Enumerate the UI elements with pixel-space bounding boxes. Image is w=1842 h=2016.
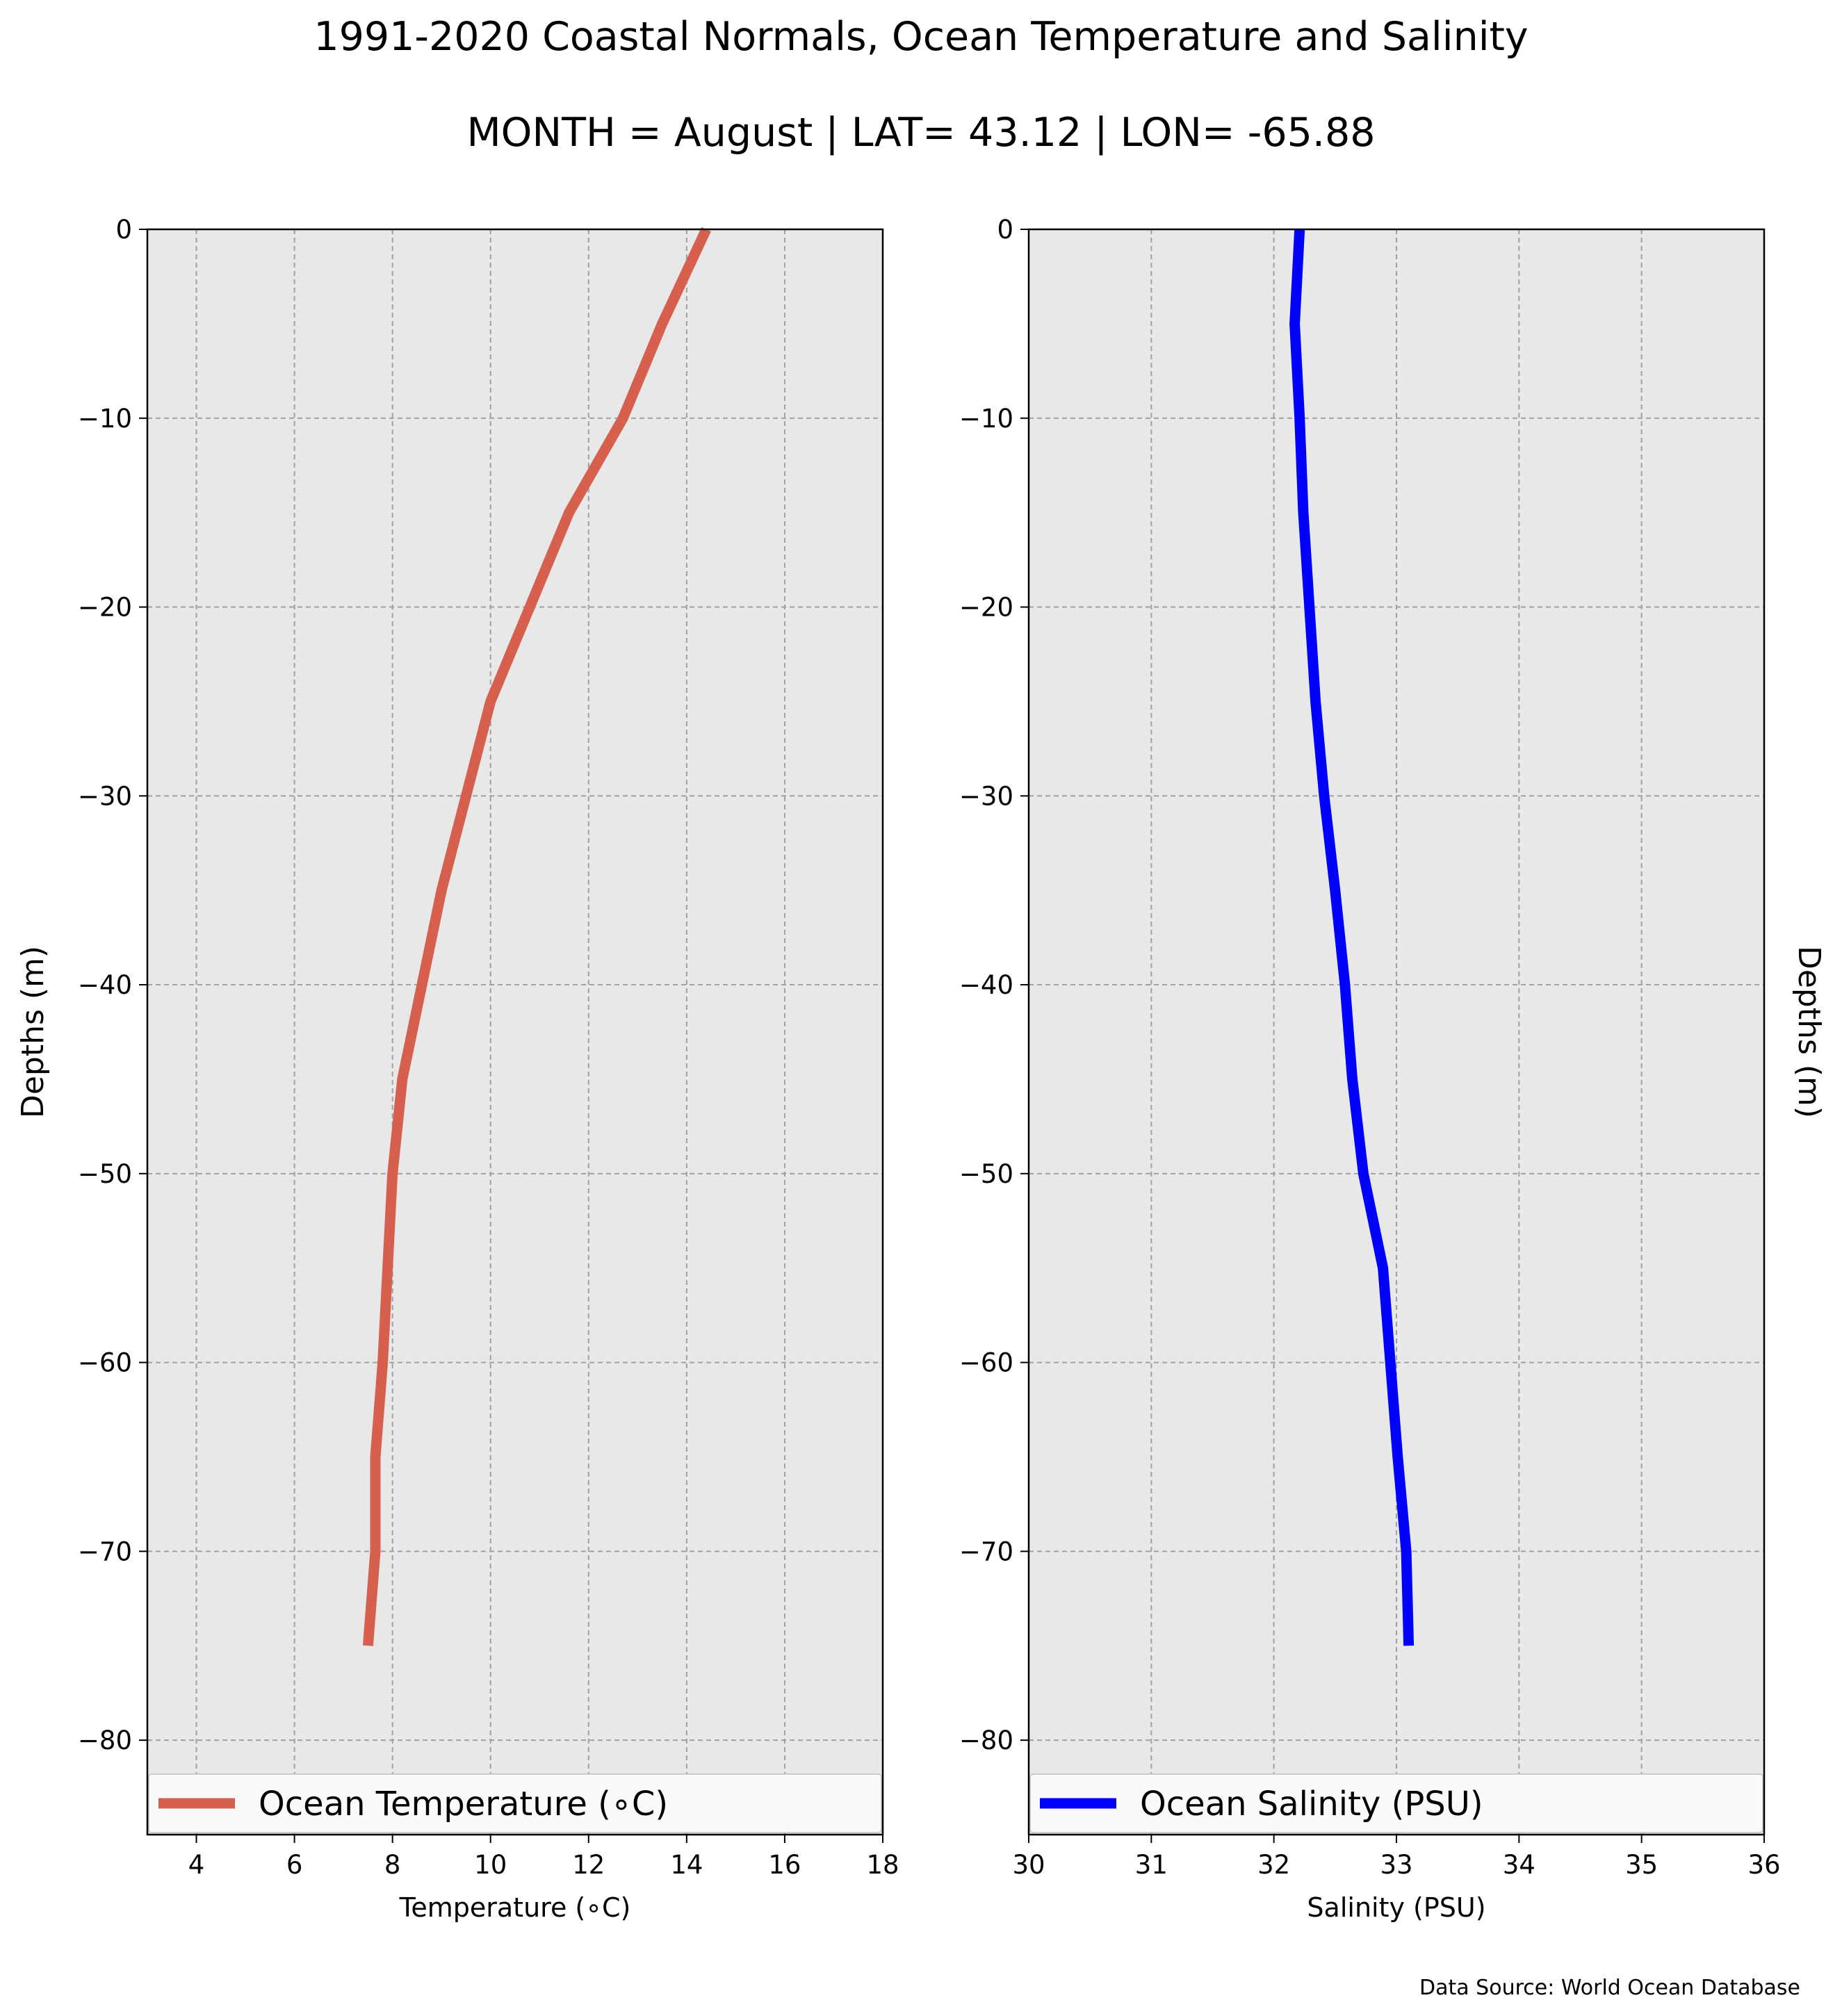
temperature-x-tick-label: 10 [474,1850,507,1880]
temperature-y-axis-label: Depths (m) [15,946,51,1118]
temperature-x-tick-label: 8 [384,1850,401,1880]
salinity-y-tick-label: 0 [997,215,1013,245]
salinity-y-tick-label: −50 [959,1159,1013,1189]
temperature-y-tick-label: −60 [78,1348,132,1378]
temperature-legend-box [148,1773,882,1833]
salinity-panel: Ocean Salinity (PSU) 30 31 32 33 34 35 36 0 −10 −2… [959,215,1827,1923]
temperature-y-tick-label: −50 [78,1159,132,1189]
salinity-x-tick-label: 32 [1257,1850,1290,1880]
salinity-y-tick-label: −80 [959,1726,1013,1755]
temperature-y-tick-label: −80 [78,1726,132,1755]
salinity-legend-box [1029,1773,1763,1833]
salinity-x-tick-label: 35 [1625,1850,1658,1880]
salinity-x-tick-label: 34 [1503,1850,1535,1880]
salinity-x-tick-label: 33 [1380,1850,1412,1880]
salinity-y-tick-label: −40 [959,970,1013,1000]
salinity-x-tick-label: 30 [1012,1850,1045,1880]
temperature-y-tick-label: 0 [115,215,132,245]
footnote: Data Source: World Ocean Database [1419,1976,1800,2000]
temperature-x-tick-label: 12 [572,1850,605,1880]
temperature-series-line [362,227,711,1646]
salinity-y-tick-label: −60 [959,1348,1013,1378]
salinity-legend-label: Ocean Salinity (PSU) [1140,1785,1483,1824]
temperature-x-tick-label: 14 [670,1850,703,1880]
salinity-series-line [1289,229,1415,1646]
temperature-y-tick-label: −20 [78,593,132,623]
temperature-x-tick-label: 18 [866,1850,899,1880]
salinity-y-tick-label: −30 [959,781,1013,811]
salinity-y-axis-label: Depths (m) [1791,946,1827,1118]
temperature-axes-face [147,229,883,1835]
salinity-x-axis-label: Salinity (PSU) [1307,1892,1485,1923]
salinity-y-tick-label: −70 [959,1536,1013,1566]
temperature-x-tick-label: 16 [768,1850,801,1880]
temperature-y-tick-label: −10 [78,404,132,434]
figure-title: 1991-2020 Coastal Normals, Ocean Tempera… [313,14,1528,60]
figure-subtitle: MONTH = August | LAT= 43.12 | LON= -65.8… [466,110,1375,156]
temperature-x-tick-label: 6 [286,1850,303,1880]
temperature-x-axis-label: Temperature (∘C) [399,1892,631,1923]
temperature-panel: Ocean Temperature (∘C) 4 6 8 10 12 14 16 18 0 −10 −… [15,215,899,1923]
salinity-y-tick-label: −10 [959,404,1013,434]
temperature-y-tick-label: −70 [78,1536,132,1566]
temperature-axes-frame [146,228,884,1836]
salinity-y-tick-label: −20 [959,593,1013,623]
salinity-x-tick-label: 36 [1747,1850,1780,1880]
temperature-legend-label: Ocean Temperature (∘C) [259,1785,668,1824]
temperature-y-tick-label: −30 [78,781,132,811]
temperature-x-tick-label: 4 [188,1850,205,1880]
salinity-x-tick-label: 31 [1135,1850,1168,1880]
temperature-y-tick-label: −40 [78,970,132,1000]
